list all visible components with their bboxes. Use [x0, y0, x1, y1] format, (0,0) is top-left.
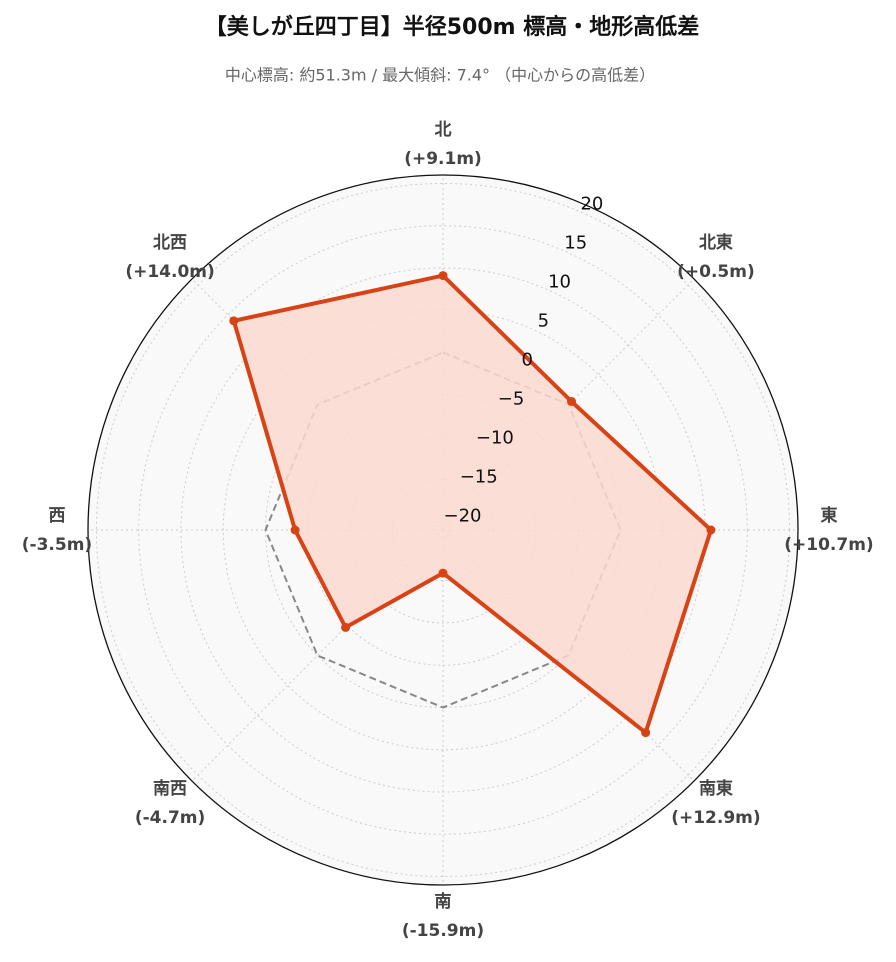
data-point: [341, 622, 351, 632]
value-label: (+0.5m): [677, 262, 755, 282]
data-point: [566, 397, 576, 407]
category-label: 北: [435, 120, 452, 140]
spoke: [442, 278, 695, 531]
value-label: (-4.7m): [135, 808, 205, 828]
category-label: 南西: [153, 778, 187, 799]
r-tick-label: 10: [548, 271, 571, 292]
r-tick-label: −5: [498, 389, 525, 410]
plot-border: [87, 174, 799, 886]
value-label: (+9.1m): [404, 149, 482, 169]
r-tick-label: −20: [444, 506, 482, 527]
data-point: [641, 728, 651, 738]
r-tick-label: 5: [538, 310, 549, 331]
spoke: [191, 529, 444, 782]
r-tick-label: 0: [521, 349, 532, 370]
category-label: 北東: [699, 232, 733, 253]
category-label: 南東: [699, 778, 733, 799]
r-tick-label: −10: [476, 428, 514, 449]
category-label: 東: [821, 505, 838, 526]
value-label: (-15.9m): [402, 921, 484, 941]
data-point: [438, 568, 448, 578]
r-tick-label: 20: [580, 193, 603, 214]
data-point: [229, 316, 239, 326]
chart-title: 【美しが丘四丁目】半径500m 標高・地形高低差: [205, 14, 700, 40]
r-tick-label: −15: [460, 467, 498, 488]
grid-circle: [138, 225, 748, 835]
value-label: (+10.7m): [784, 535, 873, 555]
value-label: (+12.9m): [671, 808, 760, 828]
chart-subtitle: 中心標高: 約51.3m / 最大傾斜: 7.4° （中心からの高低差）: [225, 66, 655, 85]
spoke: [442, 529, 695, 782]
data-point: [290, 525, 300, 535]
value-label: (-3.5m): [22, 535, 92, 555]
category-label: 南: [435, 891, 452, 912]
data-point: [438, 271, 448, 281]
value-label: (+14.0m): [125, 262, 214, 282]
r-tick-label: 15: [564, 232, 587, 253]
data-point: [706, 525, 716, 535]
category-label: 北西: [153, 233, 187, 253]
category-label: 西: [49, 506, 66, 526]
